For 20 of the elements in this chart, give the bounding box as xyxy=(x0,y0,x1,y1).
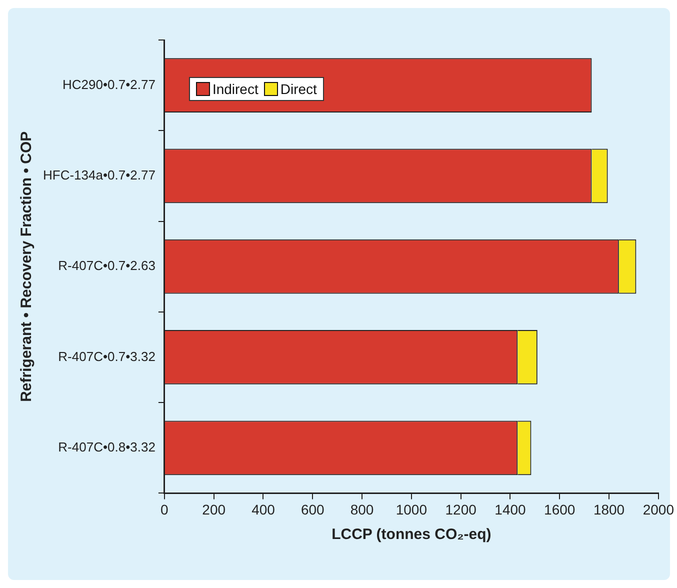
x-axis-title: LCCP (tonnes CO₂-eq) xyxy=(332,526,492,544)
x-tick-label: 800 xyxy=(350,501,374,518)
y-tick-label: HC290•0.7•2.77 xyxy=(62,76,156,92)
x-tick-label: 1000 xyxy=(396,501,428,518)
x-tick-label: 1400 xyxy=(494,501,526,518)
legend-label: Direct xyxy=(279,81,317,97)
x-tick-label: 600 xyxy=(300,501,325,518)
x-tick-label: 0 xyxy=(160,501,169,518)
y-axis-title: Refrigerant • Recovery Fraction • COP xyxy=(18,131,36,402)
y-tick-label: HFC-134a•0.7•2.77 xyxy=(42,168,156,183)
x-tick-label: 2000 xyxy=(642,501,674,518)
y-tick-label: R-407C•0.7•2.63 xyxy=(58,258,156,274)
x-tick-label: 400 xyxy=(252,501,276,518)
legend-label: Indirect xyxy=(211,81,258,97)
x-tick-label: 1800 xyxy=(593,501,625,518)
x-tick-label: 200 xyxy=(202,501,226,518)
x-tick-label: 1600 xyxy=(544,501,576,518)
x-tick-label: 1200 xyxy=(445,501,477,518)
y-tick-label: R-407C•0.8•3.32 xyxy=(58,439,156,454)
y-tick-label: R-407C•0.7•3.32 xyxy=(58,348,156,364)
